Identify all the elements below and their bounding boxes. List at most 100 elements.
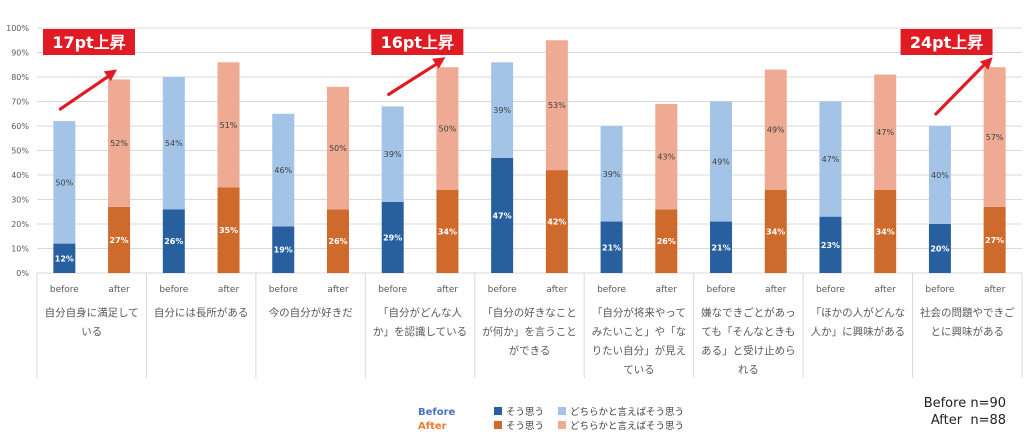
bar-after-weak [983,67,1006,207]
bar-before-weak [600,126,623,222]
group-label-after: after [437,285,459,295]
y-tick-label: 50% [11,147,29,156]
data-label-after-strong: 35% [219,226,238,235]
bar-before-strong [381,201,404,273]
y-tick-label: 100% [6,24,29,33]
data-label-before-weak: 49% [712,158,730,167]
callout-label: 16pt上昇 [381,33,454,52]
category-label: 「ほかの人がどんな [811,306,906,319]
group-label-before: before [597,285,626,295]
data-label-before-weak: 54% [165,139,183,148]
bar-after-weak [874,74,897,190]
data-label-after-strong: 26% [328,237,347,246]
data-label-before-weak: 40% [931,171,949,180]
data-label-after-weak: 47% [876,128,894,137]
data-label-before-weak: 39% [384,150,402,159]
category-label: が何か」を言うこと [482,325,577,338]
category-label: みたいこと」や「な [592,326,687,338]
y-tick-label: 90% [11,49,29,58]
callout-arrow-head [103,69,118,82]
bar-before-strong [600,221,623,273]
bar-before-weak [491,62,514,158]
group-label-after: after [218,285,240,295]
bar-after-strong [326,209,349,273]
data-label-before-weak: 39% [493,106,511,115]
group-label-before: before [269,285,298,295]
before-sample-size: Before n=90 [923,396,1006,411]
bar-before-weak [819,101,842,217]
bar-after-weak [326,86,349,210]
group-label-before: before [707,285,736,295]
data-label-before-strong: 21% [711,243,730,252]
bar-before-strong [710,221,733,273]
callout-arrow-line [387,60,442,97]
group-label-after: after [546,285,568,295]
category-label: ている [623,364,655,376]
data-label-after-strong: 26% [657,237,676,246]
group-label-after: after [108,285,130,295]
bar-before-weak [162,77,185,210]
group-label-after: after [984,285,1006,295]
data-label-before-weak: 39% [603,170,621,179]
bar-after-weak [108,79,131,207]
legend-after-weak-label: どちらかと言えばそう思う [570,420,684,432]
data-label-before-strong: 26% [164,237,183,246]
category-label: 今の自分が好きだ [269,306,353,319]
bar-before-weak [710,101,733,222]
y-tick-label: 20% [11,220,29,229]
legend-before-weak-label: どちらかと言えばそう思う [570,406,684,418]
callout-arrow-line [58,72,113,111]
y-tick-label: 40% [11,171,29,180]
data-label-after-weak: 53% [548,101,566,110]
category-label: とに興味がある [931,325,1005,338]
legend-after-strong-label: そう思う [506,421,544,432]
bar-before-strong [491,157,514,273]
bar-before-strong [162,209,185,273]
callout-box [43,29,135,55]
data-label-before-strong: 23% [821,241,840,250]
bar-before-weak [53,121,76,244]
bar-after-strong [764,189,787,273]
callout-arrow-line [934,60,989,116]
callout-arrow-head [432,57,446,69]
category-label: 人か」に興味がある [811,325,906,338]
data-label-before-strong: 29% [383,233,402,242]
y-tick-label: 30% [11,196,29,205]
legend-before-label: Before [418,407,456,418]
group-label-after: after [327,285,349,295]
data-label-after-strong: 42% [547,218,566,227]
data-label-after-strong: 34% [438,227,457,236]
bar-after-strong [217,187,240,273]
data-label-before-weak: 50% [55,178,73,187]
group-label-before: before [159,285,188,295]
category-label: 自分自身に満足して [45,306,139,319]
y-tick-label: 70% [11,98,29,107]
callout-label: 17pt上昇 [52,33,125,52]
callout-arrow-head [979,57,993,70]
legend-after-weak-swatch [558,421,566,429]
category-label: いる [81,326,102,338]
data-label-before-strong: 21% [602,243,621,252]
y-tick-label: 60% [11,122,29,131]
category-label: 「自分がどんな人 [378,306,462,319]
category-label: 嫌なできごとがあっ [701,306,796,319]
category-label: 社会の問題やできご [920,306,1015,319]
group-label-before: before [50,285,79,295]
category-label: 自分には長所がある [154,306,249,319]
bar-after-strong [545,170,568,273]
data-label-after-weak: 52% [110,139,128,148]
data-label-after-weak: 51% [220,121,238,130]
bar-after-weak [217,62,240,188]
y-tick-label: 10% [11,245,29,254]
legend-before-strong-label: そう思う [506,407,544,418]
data-label-before-weak: 47% [822,155,840,164]
bar-before-weak [272,113,295,227]
legend-before-weak-swatch [558,407,566,415]
data-label-after-weak: 50% [329,144,347,153]
bar-before-strong [272,226,295,273]
legend-after-label: After [418,421,447,432]
bar-before-strong [53,243,76,273]
bar-after-weak [436,67,459,190]
category-label: 「自分の好きなこと [482,306,577,319]
